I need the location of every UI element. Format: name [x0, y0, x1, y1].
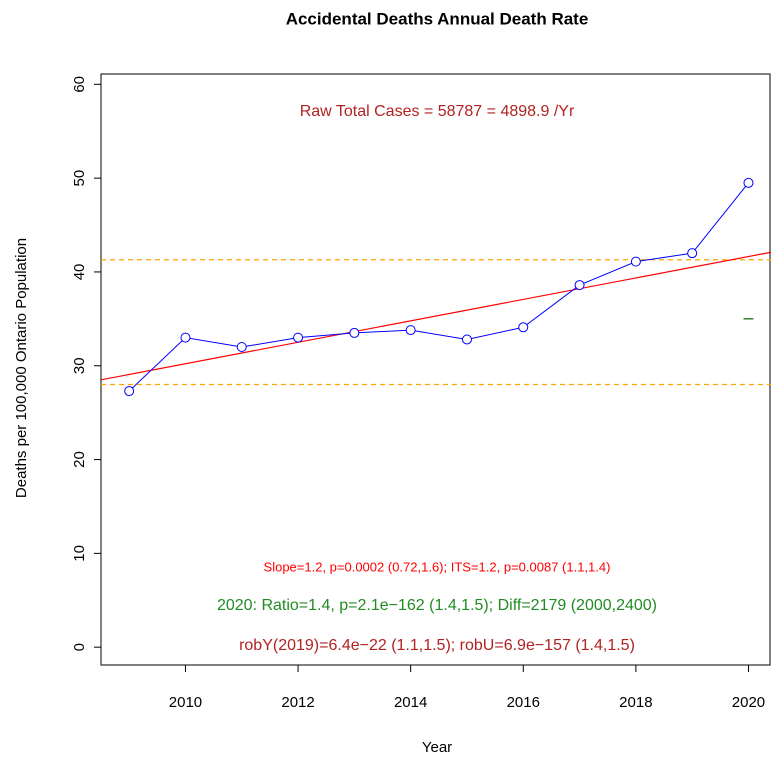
plot-area	[101, 177, 771, 397]
data-point	[349, 327, 360, 338]
data-point	[293, 332, 304, 343]
x-tick-label: 2014	[394, 694, 427, 711]
x-tick-label: 2018	[619, 694, 652, 711]
series-line	[128, 182, 749, 392]
x-axis-label: Year	[422, 739, 452, 756]
y-tick-label: 0	[71, 643, 88, 651]
data-point	[630, 256, 641, 267]
data-point	[405, 325, 416, 336]
data-point	[574, 280, 585, 291]
y-tick-label: 20	[71, 451, 88, 468]
x-tick-label: 2020	[732, 694, 765, 711]
data-point	[687, 248, 698, 259]
annotation: Raw Total Cases = 58787 = 4898.9 /Yr	[300, 103, 575, 120]
annotation: robY(2019)=6.4e−22 (1.1,1.5); robU=6.9e−…	[239, 637, 635, 654]
data-point	[124, 386, 135, 397]
trend-line	[101, 251, 771, 381]
plot-frame	[100, 73, 771, 666]
x-tick-label: 2016	[507, 694, 540, 711]
y-tick-label: 10	[71, 545, 88, 562]
chart-title: Accidental Deaths Annual Death Rate	[286, 9, 589, 28]
y-tick-label: 40	[71, 264, 88, 281]
y-axis-label: Deaths per 100,000 Ontario Population	[13, 238, 30, 498]
y-tick-label: 50	[71, 170, 88, 187]
annotation: Slope=1.2, p=0.0002 (0.72,1.6); ITS=1.2,…	[264, 559, 611, 574]
x-tick-label: 2012	[281, 694, 314, 711]
x-tick-label: 2010	[169, 694, 202, 711]
y-tick-label: 30	[71, 357, 88, 374]
data-point	[236, 341, 247, 352]
data-point	[461, 334, 472, 345]
data-point	[743, 177, 754, 188]
y-tick-label: 60	[71, 76, 88, 93]
data-point	[180, 332, 191, 343]
data-point	[518, 322, 529, 333]
annotation: 2020: Ratio=1.4, p=2.1e−162 (1.4,1.5); D…	[217, 597, 657, 614]
